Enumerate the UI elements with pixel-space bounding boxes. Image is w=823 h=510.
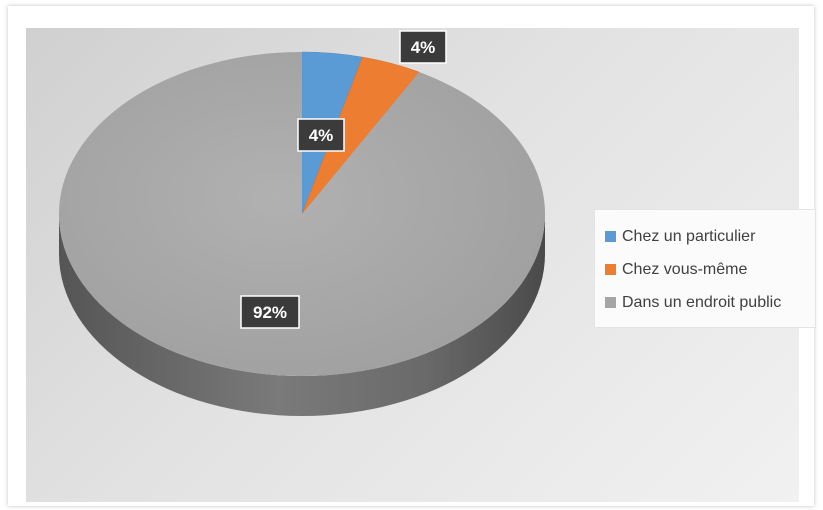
legend-item-vous-meme: Chez vous-même xyxy=(595,253,815,286)
pie-depth xyxy=(59,214,545,416)
legend-label-particulier: Chez un particulier xyxy=(622,227,756,245)
legend-label-vous-meme: Chez vous-même xyxy=(622,260,748,278)
data-label-particulier: 4% xyxy=(297,118,345,152)
data-label-vous-meme-text: 4% xyxy=(411,38,436,57)
data-label-endroit-public-box xyxy=(240,295,300,329)
data-label-endroit-public-text: 92% xyxy=(253,303,287,322)
legend-swatch-endroit-public xyxy=(605,297,616,308)
legend-swatch-vous-meme xyxy=(605,264,616,275)
slice-vous-meme xyxy=(301,56,420,215)
data-label-particulier-box xyxy=(297,118,345,152)
data-label-vous-meme: 4% xyxy=(399,30,447,64)
pie-side-wall xyxy=(59,214,545,416)
legend: Chez un particulier Chez vous-même Dans … xyxy=(594,209,816,328)
data-label-vous-meme-box xyxy=(399,30,447,64)
legend-label-endroit-public: Dans un endroit public xyxy=(622,293,782,311)
legend-item-endroit-public: Dans un endroit public xyxy=(595,286,815,319)
legend-item-particulier: Chez un particulier xyxy=(595,220,815,253)
pie-data-labels: 4% 4% 92% xyxy=(240,30,447,329)
data-label-endroit-public: 92% xyxy=(240,295,300,329)
pie-slices xyxy=(58,51,545,376)
pie-chart: 4% 4% 92% xyxy=(58,30,545,416)
slice-endroit-public xyxy=(58,52,545,376)
legend-swatch-particulier xyxy=(605,231,616,242)
data-label-particulier-text: 4% xyxy=(309,126,334,145)
chart-frame: 4% 4% 92% Chez un particulier Chez vous-mê… xyxy=(8,6,816,506)
